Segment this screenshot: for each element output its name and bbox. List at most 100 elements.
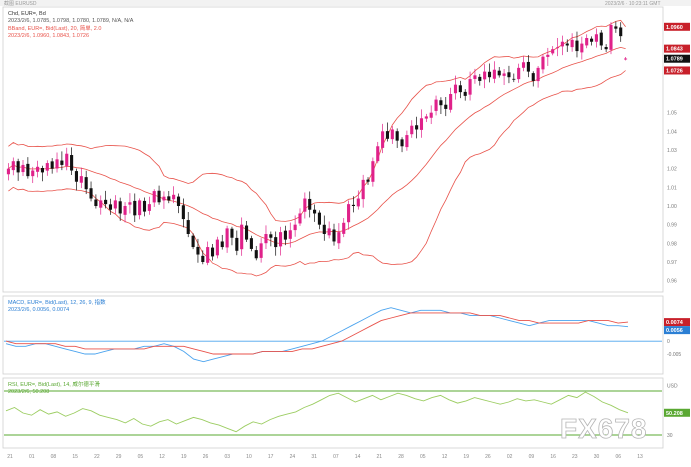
candle [429, 105, 433, 125]
candle-body [604, 47, 608, 50]
candle-body [133, 200, 137, 216]
y-tick-label: 1.05 [667, 111, 677, 117]
y-tick-label: 1.00 [667, 204, 677, 210]
candle [366, 177, 370, 185]
main-panel-frame [2, 6, 664, 293]
candle-body [220, 241, 224, 248]
candle [541, 54, 545, 74]
candle [254, 245, 258, 261]
candle [526, 55, 530, 78]
candle [570, 33, 574, 52]
candle [235, 230, 239, 256]
main-header-line2: BBand, EUR=, Bid(Last), 20, 简单, 2.0 [8, 24, 101, 32]
rsi-header-line2: 2023/2/6, 50.208 [8, 389, 49, 395]
candle [167, 190, 171, 204]
candle-body [269, 234, 273, 238]
candle [152, 189, 156, 207]
candle [84, 170, 88, 195]
candle-body [444, 104, 448, 109]
price-tag-bg [664, 66, 690, 75]
candle [385, 122, 390, 142]
candle-body [274, 237, 278, 248]
candle [483, 64, 487, 89]
candle [138, 198, 142, 220]
x-tick-label: 16 [550, 454, 556, 460]
candle-body [366, 179, 370, 182]
candle [230, 226, 234, 246]
candle [356, 190, 360, 210]
candle [478, 73, 482, 86]
candle-body [201, 255, 205, 262]
candle [60, 151, 64, 171]
candle [206, 241, 210, 266]
candle-body [157, 190, 161, 203]
price-tag-label: 1.0789 [666, 57, 683, 63]
candle-body [434, 99, 438, 111]
candle [133, 193, 137, 222]
x-tick-label: 24 [290, 454, 296, 460]
y-tick-label: 1.04 [667, 129, 677, 135]
candle [104, 190, 108, 209]
candle-body [361, 179, 365, 200]
candle-body [555, 47, 560, 49]
candle-body [492, 69, 496, 79]
signal-line [5, 312, 629, 355]
candle [162, 191, 166, 209]
candle [381, 123, 385, 154]
candle [79, 167, 83, 189]
candle [468, 71, 472, 101]
candle-body [317, 212, 321, 225]
candle-body [546, 54, 550, 57]
candle-body [468, 79, 472, 95]
price-tag-label: 1.0726 [666, 68, 683, 74]
candle-body [541, 56, 545, 70]
rsi-tag: 50.208 [664, 408, 690, 417]
candle-body [473, 75, 477, 79]
candle-body [589, 38, 594, 42]
candle-body [147, 204, 151, 211]
candle-body [152, 191, 156, 203]
x-tick-label: 21 [7, 454, 13, 460]
candle-body [118, 201, 122, 214]
main-y-axis: 1.05 1.04 1.03 1.02 1.01 1.00 0.99 0.98 0.97 0.96 [667, 111, 677, 285]
candle-body [55, 159, 59, 169]
candle [220, 234, 224, 250]
candle-body [123, 206, 127, 215]
candle [531, 71, 535, 87]
candle-body [517, 67, 521, 80]
candle-body [303, 198, 307, 212]
candle [463, 89, 467, 101]
y-tick-label: 1.02 [667, 167, 677, 173]
y-tick-label: 0.98 [667, 241, 677, 247]
candle-body [60, 160, 64, 165]
candle [536, 65, 540, 88]
candle [575, 31, 579, 58]
candle-body [167, 196, 171, 201]
candle [313, 204, 317, 222]
macd-axis-label: 0 [667, 339, 670, 345]
candle [99, 195, 103, 215]
candle [434, 95, 438, 116]
x-tick-label: 12 [159, 454, 165, 460]
candle [453, 75, 458, 100]
x-tick-label: 22 [94, 454, 100, 460]
x-tick-label: 06 [615, 454, 621, 460]
x-tick-label: 02 [507, 454, 513, 460]
macd-panel-header: MACD, EUR=, Bid(Last), 12, 26, 9, 指数 202… [8, 298, 106, 313]
price-tag-label: 1.0960 [666, 25, 683, 31]
candle [26, 157, 30, 179]
candle [283, 225, 287, 246]
candle [45, 160, 49, 176]
candle [31, 166, 35, 184]
candle-body [439, 100, 443, 106]
candle-body [429, 112, 433, 118]
candle-body [313, 209, 317, 214]
y-tick-label: 1.01 [667, 185, 677, 191]
candle [458, 80, 462, 99]
bollinger-lower [8, 70, 626, 277]
bollinger-middle [8, 46, 626, 245]
candle-body [244, 225, 249, 240]
candle-body [162, 196, 166, 201]
candle [259, 238, 263, 263]
